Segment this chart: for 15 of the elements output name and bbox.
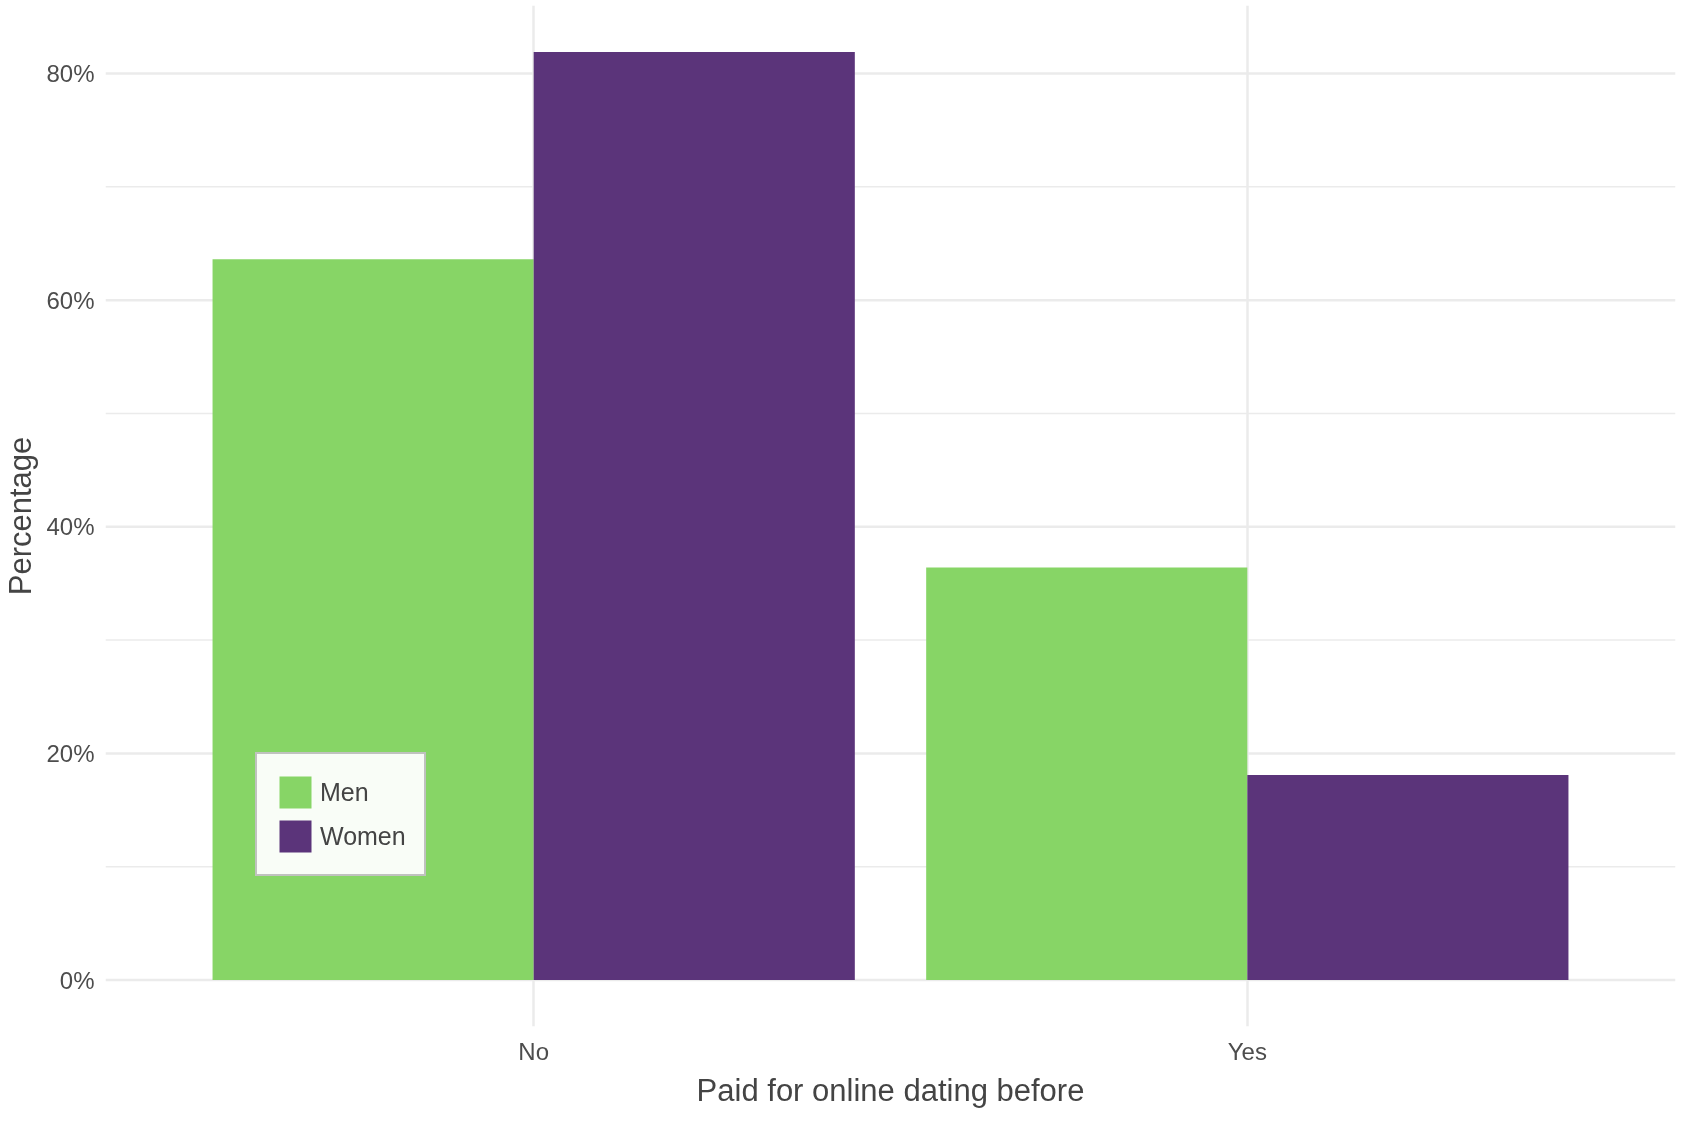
legend-label: Women bbox=[320, 821, 406, 851]
y-axis-title: Percentage bbox=[3, 436, 39, 596]
x-axis-title: Paid for online dating before bbox=[696, 1072, 1085, 1108]
y-tick-label: 20% bbox=[46, 739, 95, 767]
y-tick-label: 80% bbox=[46, 59, 95, 87]
x-tick-label: Yes bbox=[1227, 1037, 1267, 1065]
y-tick-label: 0% bbox=[59, 966, 95, 994]
bar bbox=[212, 259, 534, 981]
legend-label: Men bbox=[320, 777, 369, 807]
x-tick-label: No bbox=[518, 1037, 550, 1065]
bar bbox=[926, 567, 1248, 981]
bar bbox=[1247, 774, 1569, 981]
y-tick-label: 40% bbox=[46, 513, 95, 541]
bar bbox=[533, 51, 855, 981]
y-tick-label: 60% bbox=[46, 286, 95, 314]
